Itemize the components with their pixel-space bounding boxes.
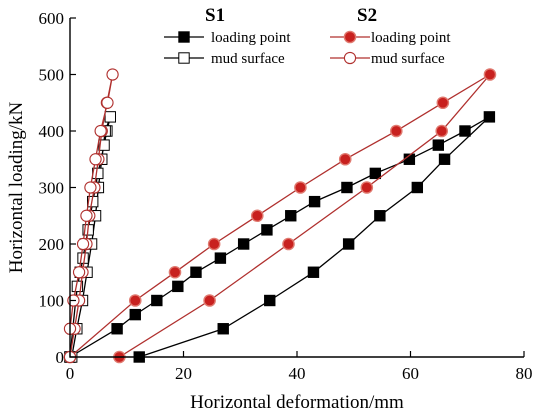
data-point — [129, 308, 141, 321]
data-point — [207, 237, 221, 251]
data-point — [483, 111, 496, 123]
data-point — [214, 252, 227, 264]
y-tick-label: 200 — [39, 235, 65, 254]
y-tick-label: 300 — [39, 179, 65, 198]
y-tick-label: 600 — [39, 9, 65, 28]
x-tick-label: 0 — [66, 364, 75, 383]
data-point — [411, 181, 424, 194]
y-tick-label: 100 — [39, 292, 65, 311]
data-point — [435, 124, 449, 138]
data-point — [390, 124, 403, 138]
x-tick-label: 40 — [289, 364, 306, 383]
data-point — [111, 323, 123, 335]
plot-series — [63, 68, 497, 364]
series-s2-mud-surface — [63, 68, 119, 364]
data-point — [190, 266, 202, 278]
data-point — [172, 280, 184, 293]
data-point — [94, 124, 107, 138]
data-point — [168, 265, 182, 279]
data-point — [459, 125, 471, 137]
data-point — [98, 139, 110, 151]
y-tick-label: 400 — [39, 122, 65, 141]
legend-label: mud surface — [211, 51, 285, 67]
series-s1-loading-point — [64, 111, 496, 363]
data-point — [374, 210, 386, 222]
data-point — [432, 139, 445, 151]
data-point — [101, 96, 114, 109]
data-point — [338, 152, 352, 166]
data-point — [77, 252, 89, 264]
x-axis-label: Horizontal deformation/mm — [190, 392, 404, 413]
data-point — [285, 210, 297, 222]
data-point — [106, 68, 119, 81]
data-point — [342, 238, 355, 250]
data-point — [217, 323, 229, 335]
y-tick-label: 0 — [56, 348, 65, 367]
legend: S1 loading point mud surface S2 loading poin… — [164, 5, 451, 67]
axis-ticks: 0 20 40 60 80 0 100 200 300 400 500 600 — [39, 9, 533, 383]
series-line — [69, 116, 490, 358]
data-point — [80, 209, 93, 222]
y-tick-label: 500 — [39, 66, 65, 85]
data-point — [307, 266, 320, 278]
x-tick-label: 80 — [516, 364, 533, 383]
data-point — [282, 237, 295, 251]
legend-marker — [178, 52, 190, 64]
data-point — [360, 181, 374, 194]
data-point — [84, 181, 97, 194]
data-point — [76, 237, 90, 251]
legend-title-s1: S1 — [205, 5, 225, 26]
data-point — [436, 96, 450, 110]
data-point — [308, 195, 321, 208]
legend-marker — [178, 31, 190, 43]
data-point — [203, 294, 216, 307]
data-point — [151, 294, 163, 307]
legend-label: mud surface — [371, 51, 445, 67]
legend-label: loading point — [371, 30, 451, 46]
legend-title-s2: S2 — [357, 5, 377, 26]
data-point — [438, 153, 451, 165]
data-point — [261, 224, 273, 236]
data-point — [341, 181, 353, 194]
data-point — [89, 153, 102, 166]
data-point — [294, 181, 307, 194]
legend-label: loading point — [211, 30, 291, 46]
data-point — [128, 294, 142, 307]
y-axis-label: Horizontal loading/kN — [6, 101, 27, 273]
data-point — [483, 68, 497, 81]
series-s2-loading-point — [63, 68, 497, 364]
data-point — [250, 209, 264, 223]
data-point — [369, 167, 382, 180]
data-point — [264, 294, 276, 307]
legend-marker — [343, 30, 357, 44]
data-point — [104, 111, 116, 123]
legend-marker — [343, 51, 357, 65]
x-tick-label: 20 — [175, 364, 192, 383]
data-point — [72, 266, 86, 279]
x-tick-label: 60 — [402, 364, 419, 383]
data-point — [237, 238, 250, 250]
